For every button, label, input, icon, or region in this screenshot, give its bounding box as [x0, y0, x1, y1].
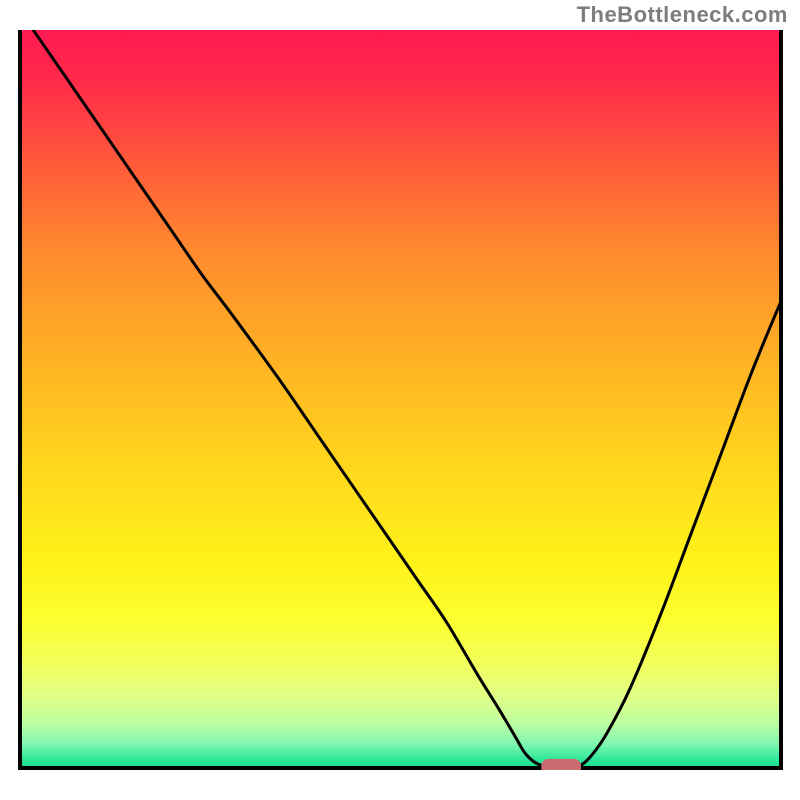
chart-svg — [18, 30, 783, 770]
chart-container: TheBottleneck.com — [0, 0, 800, 800]
plot-area — [18, 30, 783, 770]
valley-marker — [541, 759, 581, 770]
watermark-text: TheBottleneck.com — [577, 2, 788, 28]
gradient-background — [18, 30, 783, 770]
